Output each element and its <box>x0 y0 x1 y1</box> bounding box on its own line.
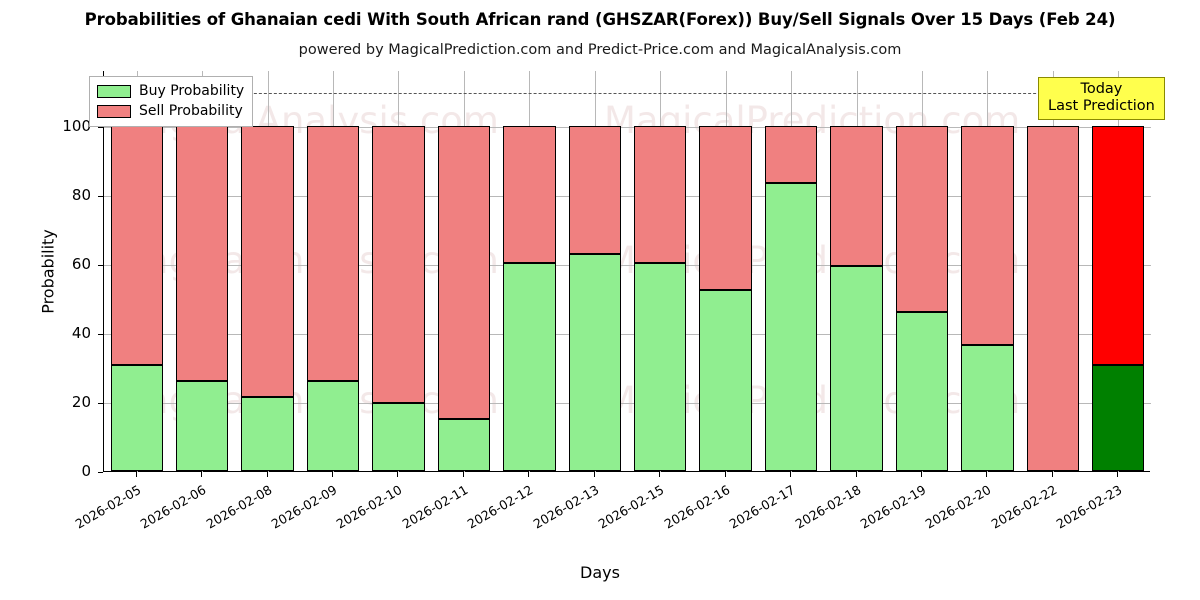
bar-group[interactable] <box>306 70 360 471</box>
gridline-horizontal <box>104 127 1151 128</box>
bar-segment-buy[interactable] <box>372 403 425 471</box>
bar-group[interactable] <box>503 70 556 471</box>
gridline-horizontal <box>104 334 1151 335</box>
plot-area: MagicalAnalysis.com MagicalPrediction.com… <box>103 70 1151 472</box>
bar-group[interactable] <box>437 70 491 471</box>
bar-segment-sell[interactable] <box>437 126 491 420</box>
y-tick-label: 60 <box>71 255 91 273</box>
y-tick-mark <box>98 127 103 128</box>
chart-subtitle: powered by MagicalPrediction.com and Pre… <box>298 42 902 58</box>
y-tick-mark <box>98 265 103 266</box>
bar-segment-buy[interactable] <box>437 419 491 471</box>
legend-label-buy: Buy Probability <box>139 83 245 99</box>
chart-legend: Buy Probability Sell Probability <box>89 76 254 127</box>
bar-group[interactable] <box>764 70 818 471</box>
legend-swatch-sell <box>97 104 131 118</box>
x-tick-mark <box>790 472 792 477</box>
gridline-horizontal <box>104 196 1151 197</box>
today-callout-line2: Last Prediction <box>1048 97 1155 114</box>
y-tick-label: 40 <box>71 324 91 342</box>
bar-segment-sell[interactable] <box>961 126 1014 345</box>
y-axis-label: Probability <box>38 229 58 314</box>
bar-segment-sell[interactable] <box>372 126 425 404</box>
today-callout: Today Last Prediction <box>1038 77 1165 121</box>
x-tick-mark <box>724 472 726 477</box>
today-callout-line1: Today <box>1080 81 1123 97</box>
y-tick-mark <box>98 403 103 404</box>
bar-group[interactable] <box>1092 70 1145 471</box>
bar-segment-buy[interactable] <box>895 311 949 471</box>
x-tick-mark <box>659 472 661 477</box>
bar-segment-sell[interactable] <box>110 126 163 365</box>
bar-segment-buy[interactable] <box>568 254 621 471</box>
bar-segment-sell[interactable] <box>503 126 556 264</box>
bar-segment-sell[interactable] <box>699 126 752 291</box>
gridline-horizontal <box>104 403 1151 404</box>
y-tick-mark <box>98 334 103 335</box>
bar-segment-buy[interactable] <box>961 344 1014 471</box>
x-tick-mark <box>1051 472 1053 477</box>
x-tick-mark <box>593 472 595 477</box>
bar-group[interactable] <box>372 70 425 471</box>
bar-segment-sell[interactable] <box>568 126 621 254</box>
bar-group[interactable] <box>699 70 752 471</box>
x-tick-mark <box>1117 472 1119 477</box>
x-tick-mark <box>201 472 203 477</box>
x-tick-mark <box>920 472 922 477</box>
bar-segment-sell[interactable] <box>764 126 818 183</box>
x-tick-mark <box>397 472 399 477</box>
bar-group[interactable] <box>961 70 1014 471</box>
x-tick-mark <box>855 472 857 477</box>
bar-group[interactable] <box>895 70 949 471</box>
bar-segment-sell[interactable] <box>830 126 883 267</box>
y-tick-label: 0 <box>81 462 91 480</box>
bar-segment-buy[interactable] <box>1092 364 1145 471</box>
bar-segment-buy[interactable] <box>830 266 883 471</box>
x-axis-label: Days <box>580 563 620 582</box>
bar-segment-sell[interactable] <box>241 126 294 398</box>
legend-item-sell: Sell Probability <box>97 101 244 121</box>
x-tick-mark <box>462 472 464 477</box>
y-tick-label: 80 <box>71 186 91 204</box>
x-tick-mark <box>135 472 137 477</box>
x-tick-mark <box>528 472 530 477</box>
y-tick-label: 100 <box>62 117 91 135</box>
x-tick-mark <box>332 472 334 477</box>
bar-group[interactable] <box>241 70 294 471</box>
bar-group[interactable] <box>634 70 687 471</box>
y-tick-mark <box>98 196 103 197</box>
bar-segment-buy[interactable] <box>764 182 818 471</box>
bar-segment-sell[interactable] <box>306 126 360 381</box>
bar-segment-buy[interactable] <box>634 263 687 471</box>
legend-label-sell: Sell Probability <box>139 103 243 119</box>
y-tick-mark <box>98 472 103 473</box>
bar-group[interactable] <box>568 70 621 471</box>
y-tick-label: 20 <box>71 393 91 411</box>
bar-segment-sell[interactable] <box>895 126 949 312</box>
x-tick-mark <box>986 472 988 477</box>
bar-segment-buy[interactable] <box>241 397 294 471</box>
bar-segment-buy[interactable] <box>699 290 752 471</box>
bar-group[interactable] <box>175 70 229 471</box>
bar-segment-sell[interactable] <box>1092 126 1145 365</box>
bar-group[interactable] <box>830 70 883 471</box>
bar-group[interactable] <box>110 70 163 471</box>
bar-segment-sell[interactable] <box>634 126 687 264</box>
bar-segment-sell[interactable] <box>1026 126 1079 471</box>
reference-dashed-line <box>104 92 1151 94</box>
bar-group[interactable] <box>1026 70 1079 471</box>
bar-segment-buy[interactable] <box>306 380 360 471</box>
legend-swatch-buy <box>97 84 131 98</box>
bar-segment-buy[interactable] <box>110 364 163 471</box>
bar-segment-buy[interactable] <box>503 263 556 471</box>
chart-title: Probabilities of Ghanaian cedi With Sout… <box>84 10 1116 29</box>
gridline-horizontal <box>104 265 1151 266</box>
legend-item-buy: Buy Probability <box>97 81 244 101</box>
x-tick-mark <box>266 472 268 477</box>
bar-segment-sell[interactable] <box>175 126 229 381</box>
bar-segment-buy[interactable] <box>175 380 229 471</box>
